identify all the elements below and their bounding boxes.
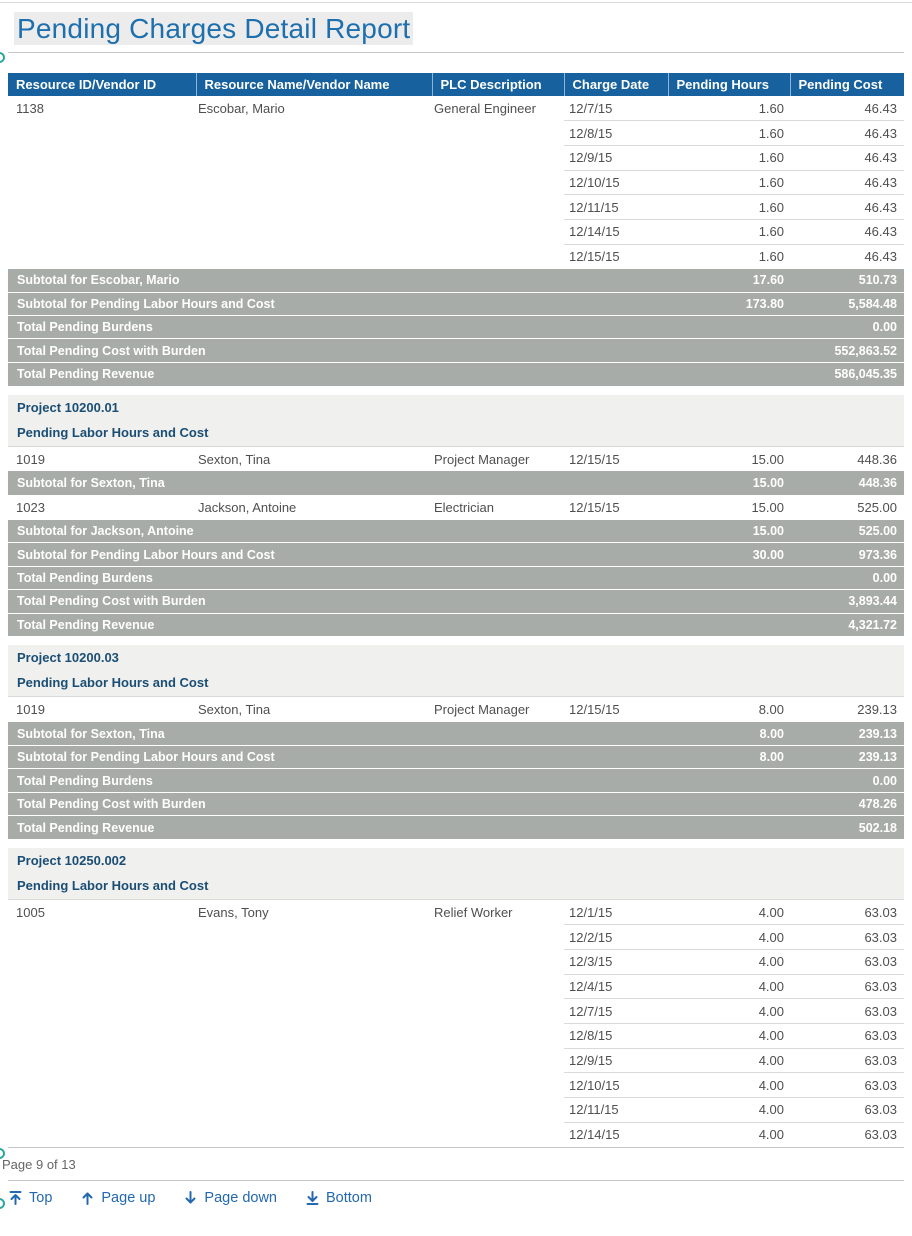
- pagination-nav: Top Page up Page down Bottom: [0, 1181, 912, 1206]
- column-header: Resource ID/Vendor ID: [8, 73, 196, 96]
- project-section-heading: Project 10200.01 Pending Labor Hours and …: [8, 386, 904, 447]
- column-header: Charge Date: [563, 73, 668, 96]
- anchor-marker-icon: [0, 52, 5, 63]
- arrow-up-icon: [82, 1192, 93, 1205]
- footer-divider: [8, 1180, 904, 1181]
- subtotal-row: Subtotal for Pending Labor Hours and Cos…: [8, 291, 904, 316]
- total-row: Total Pending Revenue 586,045.35: [8, 361, 904, 386]
- charge-row: 12/10/15 4.00 63.03: [8, 1072, 904, 1098]
- total-row: Total Pending Burdens 0.00: [8, 768, 904, 793]
- column-header: Pending Hours: [667, 73, 790, 96]
- charge-row: 12/15/15 1.60 46.43: [8, 243, 904, 269]
- page-indicator: Page 9 of 13: [2, 1157, 76, 1172]
- bottom-link-label: Bottom: [325, 1190, 372, 1206]
- charge-row: 1019 Sexton, Tina Project Manager 12/15/15 8…: [16, 702, 897, 718]
- charge-row: 12/14/15 1.60 46.43: [8, 218, 904, 245]
- anchor-marker-icon: [0, 1148, 5, 1159]
- subtotal-row: Subtotal for Sexton, Tina 8.00 239.13: [8, 722, 904, 746]
- subtotal-row: Subtotal for Sexton, Tina 15.00 448.36: [8, 471, 904, 495]
- total-row: Total Pending Cost with Burden 478.26: [8, 791, 904, 816]
- page-up-link-label: Page up: [101, 1190, 156, 1206]
- charge-row: 12/8/15 1.60 46.43: [8, 120, 904, 146]
- total-row: Total Pending Cost with Burden 3,893.44: [8, 589, 904, 614]
- header-row: Resource ID/Vendor ID Resource Name/Vendo…: [8, 73, 904, 96]
- charge-row: 1023 Jackson, Antoine Electrician 12/15/15 1…: [16, 499, 897, 515]
- project-heading: Project 10250.002: [17, 853, 127, 869]
- top-border-line: [0, 2, 912, 3]
- report-table-header: Resource ID/Vendor ID Resource Name/Vendo…: [8, 73, 904, 96]
- arrow-down-icon: [185, 1191, 196, 1204]
- charge-row: 12/11/15 4.00 63.03: [8, 1097, 904, 1123]
- charge-row: 1138 Escobar, Mario General Engineer 12/7/1…: [16, 100, 897, 116]
- column-header: PLC Description: [431, 73, 564, 96]
- charge-row: 12/4/15 4.00 63.03: [8, 973, 904, 999]
- subtotal-row: Subtotal for Pending Labor Hours and Cos…: [8, 745, 904, 769]
- subtotal-row: Subtotal for Pending Labor Hours and Cos…: [8, 542, 904, 567]
- top-link[interactable]: Top: [8, 1190, 52, 1206]
- arrow-up-to-line-icon: [9, 1191, 22, 1205]
- charge-row: 12/8/15 4.00 63.03: [8, 1023, 904, 1049]
- page-down-link[interactable]: Page down: [183, 1190, 277, 1206]
- subtotal-row: Subtotal for Jackson, Antoine 15.00 525.00: [8, 519, 904, 543]
- charge-row: 12/3/15 4.00 63.03: [8, 949, 904, 975]
- section-subtitle: Pending Labor Hours and Cost: [17, 878, 209, 894]
- content-bottom-divider: [8, 1147, 904, 1148]
- page-title: Pending Charges Detail Report: [14, 12, 912, 45]
- anchor-marker-icon: [0, 1198, 5, 1209]
- charge-row: 12/7/15 4.00 63.03: [8, 998, 904, 1024]
- project-heading: Project 10200.03: [17, 650, 119, 666]
- subtotal-row: Subtotal for Escobar, Mario 17.60 510.73: [8, 268, 904, 293]
- column-header: Pending Cost: [789, 73, 904, 96]
- title-divider: [8, 52, 904, 53]
- total-row: Total Pending Burdens 0.00: [8, 565, 904, 590]
- report-table-body: 1138 Escobar, Mario General Engineer 12/7/1…: [8, 96, 904, 1147]
- charge-row: 1005 Evans, Tony Relief Worker 12/1/15 4.00 6…: [16, 904, 897, 920]
- section-subtitle: Pending Labor Hours and Cost: [17, 675, 209, 691]
- bottom-link[interactable]: Bottom: [305, 1190, 372, 1206]
- column-header: Resource Name/Vendor Name: [195, 73, 432, 96]
- top-link-label: Top: [29, 1190, 53, 1206]
- arrow-down-to-line-icon: [306, 1191, 319, 1205]
- project-section-heading: Project 10200.03 Pending Labor Hours and …: [8, 636, 904, 698]
- charge-row: 12/10/15 1.60 46.43: [8, 169, 904, 195]
- page-up-link[interactable]: Page up: [80, 1190, 155, 1206]
- charge-row: 12/2/15 4.00 63.03: [8, 924, 904, 950]
- charge-row: 12/14/15 4.00 63.03: [8, 1121, 904, 1147]
- total-row: Total Pending Revenue 4,321.72: [8, 612, 904, 637]
- project-section-heading: Project 10250.002 Pending Labor Hours and…: [8, 839, 904, 901]
- total-row: Total Pending Revenue 502.18: [8, 815, 904, 840]
- report-table: Resource ID/Vendor ID Resource Name/Vendo…: [8, 73, 904, 1147]
- charge-row: 12/9/15 1.60 46.43: [8, 144, 904, 171]
- section-subtitle: Pending Labor Hours and Cost: [17, 424, 209, 440]
- charge-row: 12/11/15 1.60 46.43: [8, 194, 904, 220]
- charge-row: 1019 Sexton, Tina Project Manager 12/15/15 1…: [16, 451, 897, 467]
- total-row: Total Pending Cost with Burden 552,863.52: [8, 338, 904, 363]
- total-row: Total Pending Burdens 0.00: [8, 315, 904, 339]
- charge-row: 12/9/15 4.00 63.03: [8, 1047, 904, 1073]
- page-down-link-label: Page down: [204, 1190, 277, 1206]
- project-heading: Project 10200.01: [17, 399, 119, 415]
